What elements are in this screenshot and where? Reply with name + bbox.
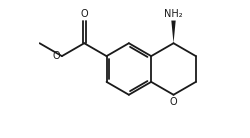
Polygon shape — [171, 21, 176, 43]
Text: O: O — [80, 9, 88, 19]
Text: O: O — [170, 97, 177, 107]
Text: O: O — [53, 51, 60, 61]
Text: NH₂: NH₂ — [164, 9, 183, 19]
